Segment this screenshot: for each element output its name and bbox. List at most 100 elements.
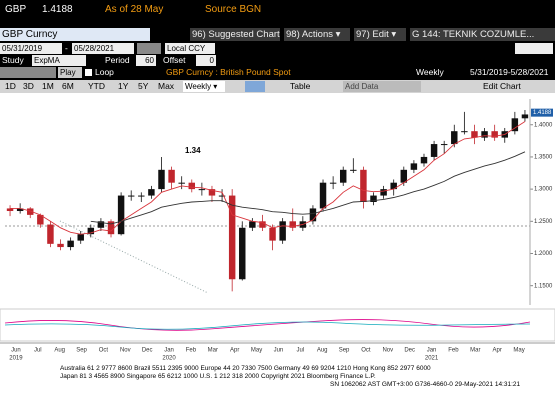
date-range: 5/31/2019-5/28/2021 — [470, 67, 549, 77]
x-tick-label: May — [513, 348, 524, 354]
x-tick-label: Oct — [361, 348, 371, 354]
offset-label: Offset — [163, 55, 186, 65]
edit-menu[interactable]: 97) Edit ▾ — [354, 28, 406, 41]
add-data[interactable]: Add Data — [343, 81, 421, 92]
loop-checkbox[interactable] — [85, 69, 92, 76]
date-dash: - — [65, 43, 68, 53]
offset[interactable]: 0 — [196, 55, 216, 66]
candle-body — [148, 189, 155, 196]
candle-body — [309, 208, 317, 222]
range-button[interactable]: 6M — [62, 81, 74, 91]
as-of: As of 28 May — [105, 4, 164, 15]
candle-body — [451, 131, 458, 145]
y-tick-label: 1.4000 — [534, 122, 553, 128]
chart-mode[interactable] — [245, 81, 265, 92]
x-tick-label: Sep — [76, 348, 87, 354]
candle-body — [410, 163, 418, 170]
x-tick-label: Apr — [493, 348, 502, 354]
annotation: 1.34 — [185, 146, 201, 155]
candle-body — [511, 118, 519, 132]
x-tick-label: Oct — [99, 348, 109, 354]
candle-body — [87, 227, 95, 235]
candle-body — [239, 227, 246, 280]
x-tick-label: Feb — [448, 348, 459, 354]
y-tick-label: 1.3500 — [534, 155, 553, 161]
frequency: Weekly — [416, 67, 444, 77]
actions-menu[interactable]: 98) Actions ▾ — [284, 28, 350, 41]
candle-body — [37, 214, 44, 225]
candle-body — [461, 131, 468, 133]
footer-line: SN 1062062 AST GMT+3:00 G736-4660-0 29-M… — [330, 381, 521, 388]
last-price-tag — [531, 108, 553, 117]
x-tick-label: Jul — [34, 348, 42, 354]
footer-line: Australia 61 2 9777 8600 Brazil 5511 239… — [60, 365, 431, 372]
playback-buttons[interactable] — [0, 67, 56, 78]
range-bar: Weekly ▾ Table Add Data Edit Chart 1D 3D 1… — [0, 80, 555, 93]
chart-title: G 144: TEKNIK COZUMLE... — [410, 28, 555, 41]
moving-average — [10, 121, 526, 235]
candle-body — [390, 182, 397, 190]
x-tick-label: Aug — [317, 348, 328, 354]
candle-body — [420, 156, 428, 164]
range-button[interactable]: 5Y — [138, 81, 149, 91]
trend-line — [59, 220, 209, 294]
footer: Australia 61 2 9777 8600 Brazil 5511 239… — [0, 365, 555, 400]
edit-chart[interactable]: Edit Chart — [483, 81, 521, 91]
candle-body — [350, 169, 357, 171]
end-date[interactable]: 05/28/2021 — [72, 43, 134, 54]
y-tick-label: 1.2000 — [534, 251, 553, 257]
candle-body — [289, 221, 296, 228]
start-date[interactable]: 05/31/2019 — [0, 43, 62, 54]
candle-body — [370, 195, 377, 202]
x-year-label: 2020 — [162, 356, 176, 362]
candle-body — [360, 169, 367, 202]
candle-body — [319, 182, 327, 209]
candle-body — [249, 221, 256, 228]
indicator-line — [4, 321, 531, 330]
range-button[interactable]: YTD — [88, 81, 105, 91]
chart: 1.4000 1.3500 1.3000 1.2500 1.2000 1.1500 1.41… — [0, 93, 555, 365]
candle-body — [117, 195, 125, 235]
suggested-charts[interactable]: 96) Suggested Charts — [190, 28, 280, 41]
range-frequency[interactable]: Weekly ▾ — [183, 81, 225, 92]
candle-body — [380, 189, 387, 196]
candle-body — [279, 221, 286, 241]
moving-average — [90, 151, 526, 225]
icons[interactable] — [515, 43, 553, 54]
security-input[interactable]: GBP Curncy — [0, 28, 150, 41]
candle-body — [471, 131, 478, 138]
range-button[interactable]: 1M — [42, 81, 54, 91]
candle-body — [188, 182, 196, 190]
table-button[interactable]: Table — [290, 81, 311, 91]
ticker: GBP — [5, 4, 27, 15]
x-tick-label: Jun — [11, 348, 21, 354]
x-tick-label: Mar — [470, 348, 480, 354]
currency[interactable]: Local CCY — [165, 43, 215, 54]
loop-label: Loop — [95, 67, 114, 77]
x-year-label: 2019 — [9, 356, 23, 362]
candle-body — [259, 221, 266, 228]
candle-body — [77, 234, 84, 241]
x-tick-label: Dec — [142, 348, 153, 354]
candle-body — [6, 208, 14, 212]
candle-body — [168, 169, 175, 183]
candle-body — [107, 221, 115, 235]
candle-body — [440, 144, 448, 146]
candle-body — [158, 169, 165, 190]
range-button[interactable]: Max — [158, 81, 175, 91]
candle-body — [400, 169, 408, 183]
period[interactable]: 60 — [136, 55, 156, 66]
range-button[interactable]: 3D — [23, 81, 34, 91]
nav-buttons[interactable] — [137, 43, 161, 54]
candle-body — [430, 144, 438, 157]
x-tick-label: Mar — [208, 348, 218, 354]
candle-body — [27, 208, 34, 215]
x-tick-label: Jan — [427, 348, 437, 354]
range-button[interactable]: 1D — [5, 81, 16, 91]
price: 1.4188 — [42, 4, 73, 15]
play-button[interactable]: Play — [58, 67, 82, 78]
range-button[interactable]: 1Y — [118, 81, 129, 91]
study[interactable]: ExpMA — [32, 55, 86, 66]
period-label: Period — [105, 55, 130, 65]
